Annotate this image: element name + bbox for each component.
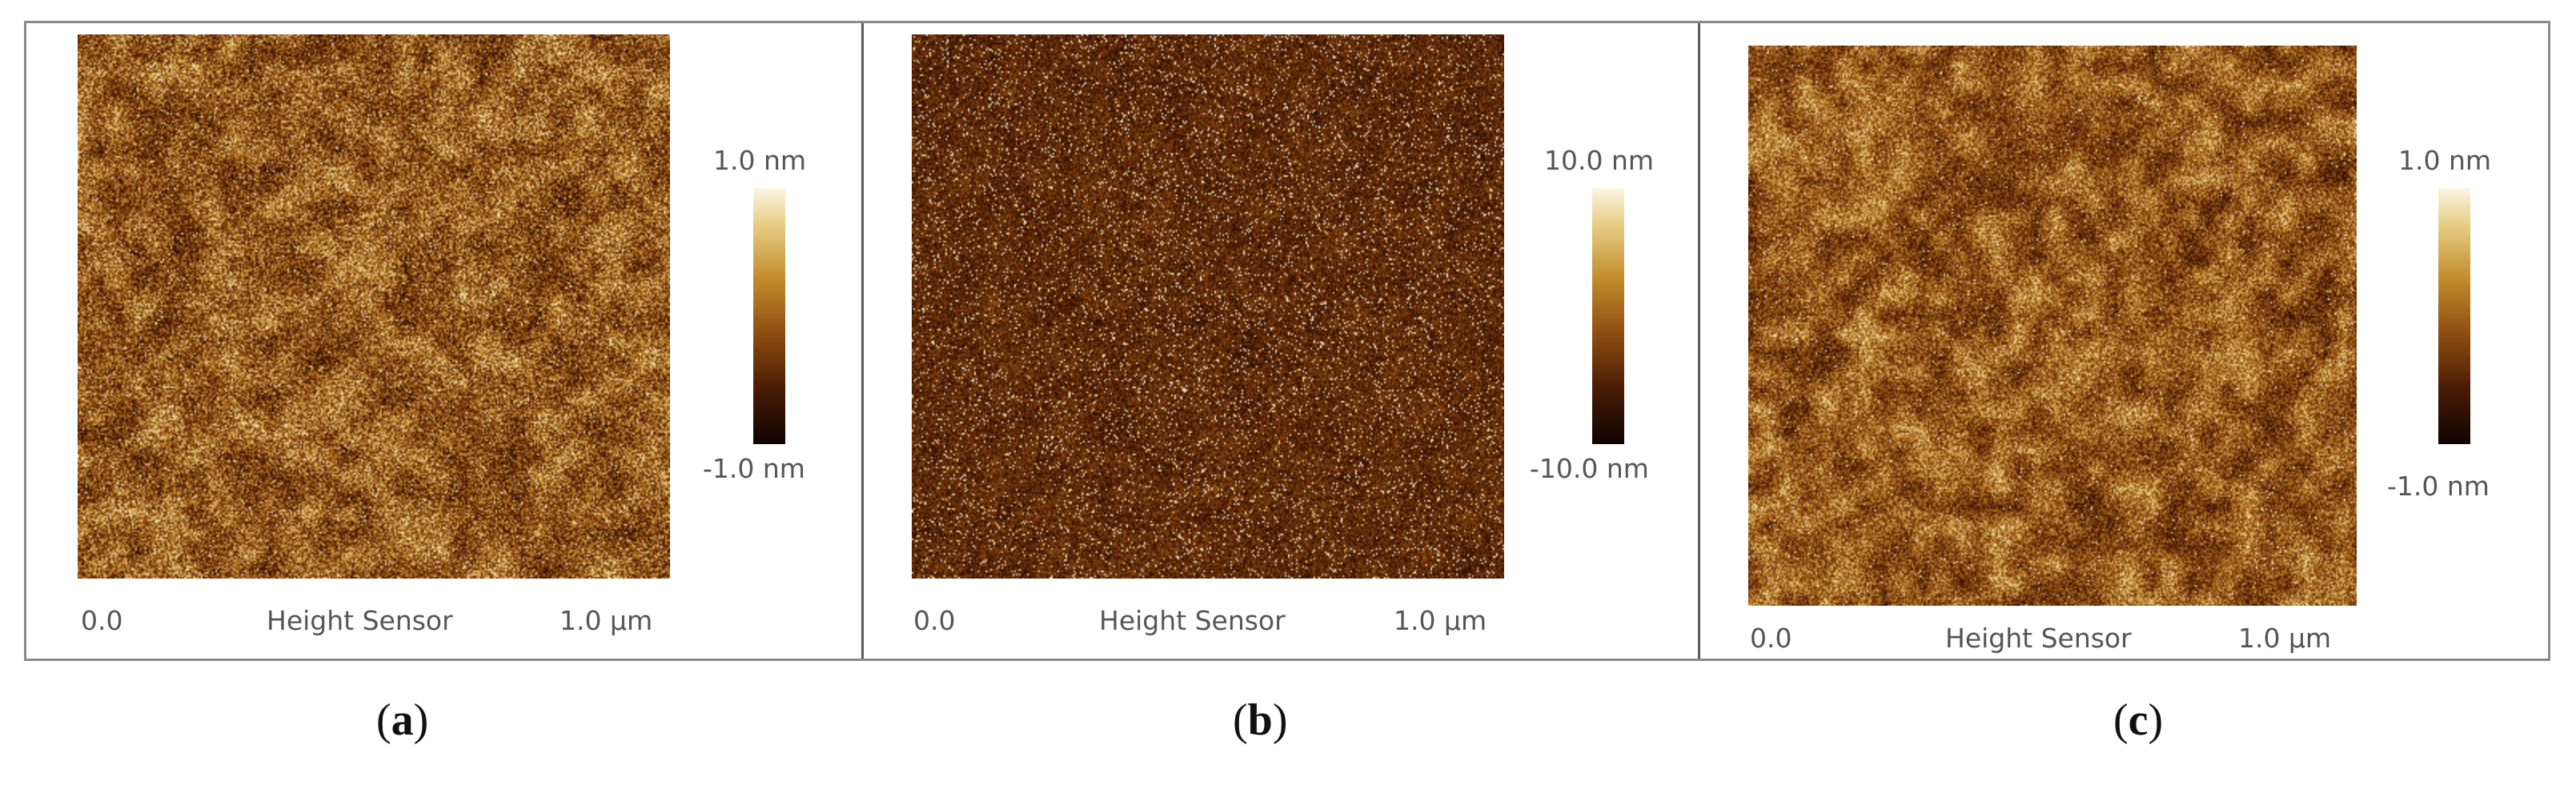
- scale-max-label: 10.0 nm: [1544, 145, 1655, 176]
- axis-title: Height Sensor: [1945, 623, 2132, 654]
- axis-start-label: 0.0: [913, 605, 956, 636]
- scale-max-label: 1.0 nm: [2398, 145, 2492, 176]
- caption-a: (a): [376, 695, 429, 745]
- axis-start-label: 0.0: [81, 605, 123, 636]
- panel-c: 0.0 Height Sensor 1.0 µm 1.0 nm -1.0 nm: [1700, 23, 2548, 659]
- caption-c: (c): [2113, 695, 2164, 745]
- height-color-scale-bar: [1592, 188, 1624, 444]
- afm-height-image-a: [78, 34, 670, 579]
- height-color-scale-bar: [753, 188, 785, 444]
- axis-end-label: 1.0 µm: [1394, 605, 1487, 636]
- panel-divider: [1698, 23, 1700, 659]
- afm-height-image-c: [1748, 46, 2357, 606]
- caption-b: (b): [1233, 695, 1288, 745]
- axis-title: Height Sensor: [267, 605, 453, 636]
- figure-frame: 0.0 Height Sensor 1.0 µm 1.0 nm -1.0 nm …: [24, 21, 2550, 661]
- axis-start-label: 0.0: [1750, 623, 1792, 654]
- scale-min-label: -10.0 nm: [1530, 453, 1649, 484]
- scale-min-label: -1.0 nm: [2387, 471, 2490, 502]
- axis-end-label: 1.0 µm: [2238, 623, 2332, 654]
- axis-end-label: 1.0 µm: [560, 605, 653, 636]
- scale-min-label: -1.0 nm: [703, 453, 805, 484]
- scale-max-label: 1.0 nm: [713, 145, 807, 176]
- panel-divider: [861, 23, 864, 659]
- panel-b: 0.0 Height Sensor 1.0 µm 10.0 nm -10.0 n…: [864, 23, 1698, 659]
- height-color-scale-bar: [2438, 188, 2470, 444]
- panel-a: 0.0 Height Sensor 1.0 µm 1.0 nm -1.0 nm: [26, 23, 861, 659]
- axis-title: Height Sensor: [1099, 605, 1286, 636]
- afm-height-image-b: [912, 34, 1504, 579]
